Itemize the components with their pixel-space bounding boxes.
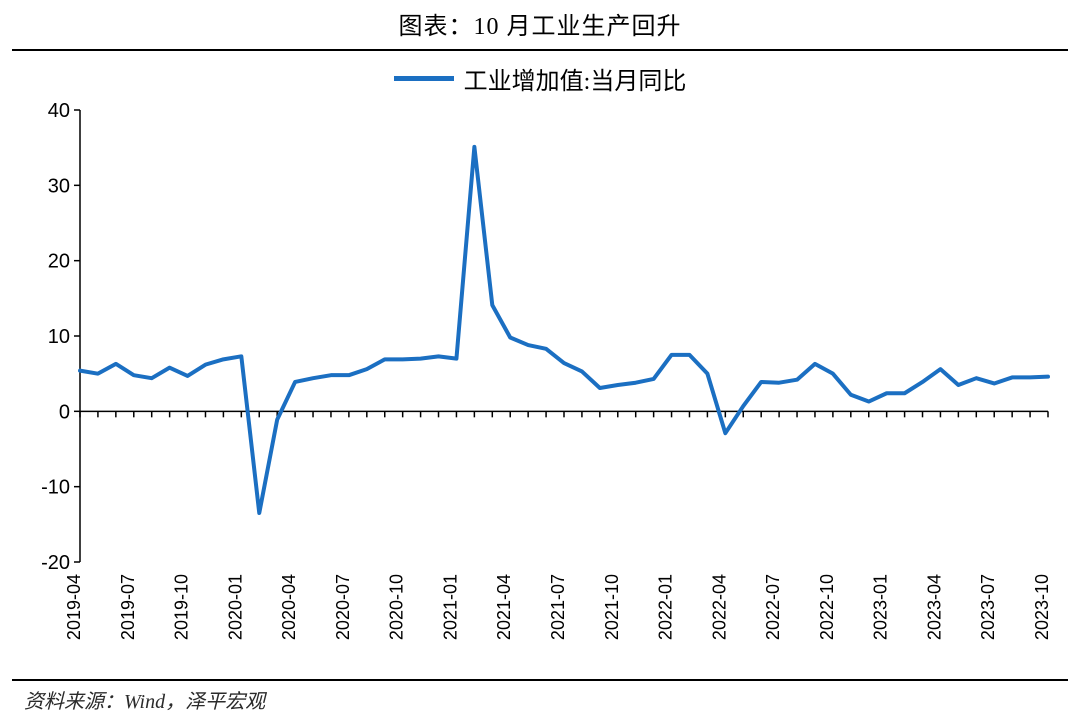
chart-title: 图表：10 月工业生产回升 [0, 0, 1080, 49]
svg-text:30: 30 [48, 175, 70, 197]
svg-text:2022-01: 2022-01 [656, 574, 676, 640]
page: 图表：10 月工业生产回升 工业增加值:当月同比 -20 -10 0 10 20 30 40… [0, 0, 1080, 722]
svg-text:40: 40 [48, 100, 70, 122]
svg-text:2023-01: 2023-01 [871, 574, 891, 640]
legend: 工业增加值:当月同比 [0, 51, 1080, 100]
svg-text:2021-07: 2021-07 [548, 574, 568, 640]
svg-text:-20: -20 [41, 552, 70, 574]
svg-text:2023-10: 2023-10 [1032, 574, 1052, 640]
svg-text:2019-10: 2019-10 [172, 574, 192, 640]
svg-text:2019-07: 2019-07 [118, 574, 138, 640]
svg-text:2021-04: 2021-04 [494, 574, 514, 640]
svg-text:2021-01: 2021-01 [440, 574, 460, 640]
svg-text:-10: -10 [41, 477, 70, 499]
svg-text:2022-07: 2022-07 [763, 574, 783, 640]
svg-text:2023-07: 2023-07 [978, 574, 998, 640]
legend-label: 工业增加值:当月同比 [464, 61, 687, 96]
source-text: 资料来源：Wind，泽平宏观 [0, 681, 1080, 722]
svg-text:2023-04: 2023-04 [924, 574, 944, 640]
svg-text:2022-10: 2022-10 [817, 574, 837, 640]
svg-text:2020-10: 2020-10 [387, 574, 407, 640]
svg-text:0: 0 [59, 401, 70, 423]
svg-text:2020-04: 2020-04 [279, 574, 299, 640]
chart-area: -20 -10 0 10 20 30 40 2019-04 2019-07 2019-10 2020… [12, 100, 1068, 675]
svg-text:2021-10: 2021-10 [602, 574, 622, 640]
svg-text:2020-07: 2020-07 [333, 574, 353, 640]
svg-text:2019-04: 2019-04 [64, 574, 84, 640]
svg-text:2022-04: 2022-04 [709, 574, 729, 640]
svg-text:20: 20 [48, 251, 70, 273]
svg-text:2020-01: 2020-01 [225, 574, 245, 640]
legend-swatch [394, 76, 454, 81]
line-chart: -20 -10 0 10 20 30 40 2019-04 2019-07 2019-10 2020… [12, 100, 1068, 660]
svg-text:10: 10 [48, 326, 70, 348]
